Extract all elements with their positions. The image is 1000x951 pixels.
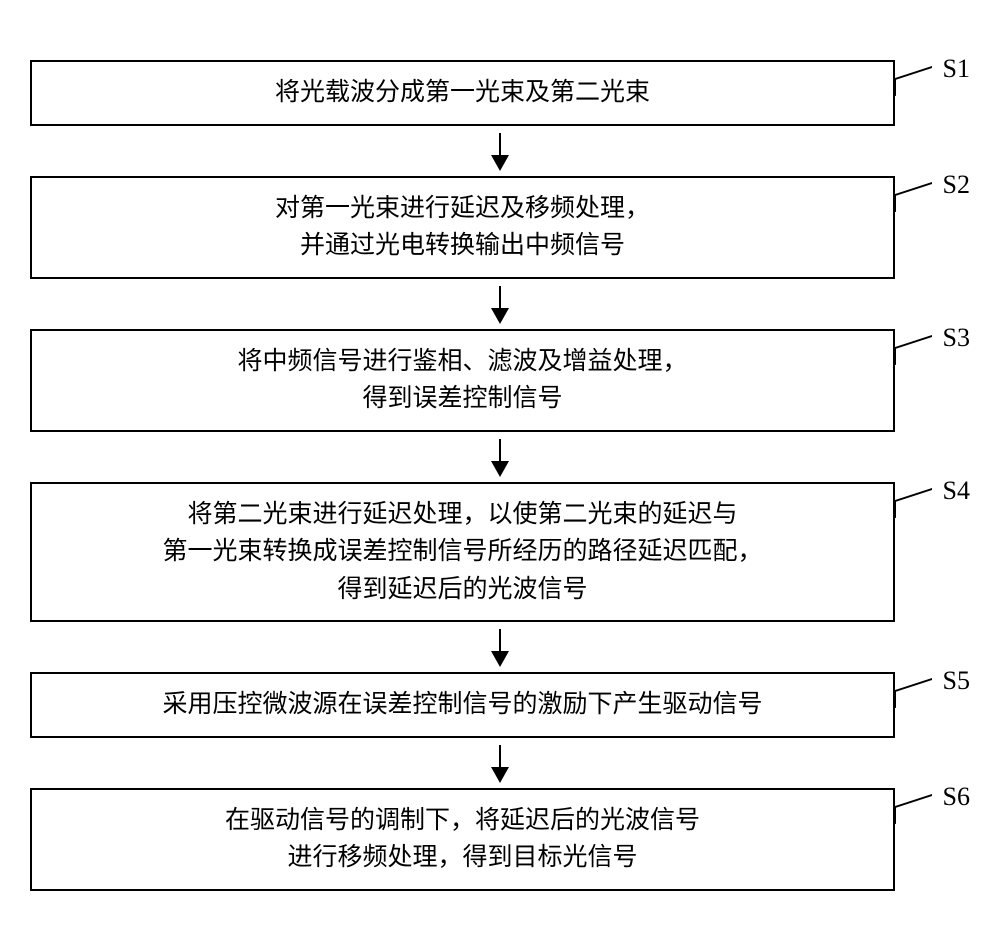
arrow-s1-s2: [68, 126, 933, 176]
step-box-s5: 采用压控微波源在误差控制信号的激励下产生驱动信号: [30, 672, 895, 738]
arrow-icon: [499, 439, 502, 475]
step-text: 得到误差控制信号: [362, 380, 562, 418]
step-label-s6: S6: [943, 782, 970, 812]
step-row-s2: 对第一光束进行延迟及移频处理， 并通过光电转换输出中频信号 S2: [30, 176, 970, 279]
step-box-s3: 将中频信号进行鉴相、滤波及增益处理， 得到误差控制信号: [30, 329, 895, 432]
step-row-s3: 将中频信号进行鉴相、滤波及增益处理， 得到误差控制信号 S3: [30, 329, 970, 432]
leader-line: [894, 66, 932, 96]
step-label-s3: S3: [943, 323, 970, 353]
step-box-s1: 将光载波分成第一光束及第二光束: [30, 60, 895, 126]
step-text: 进行移频处理，得到目标光信号: [287, 839, 637, 877]
step-row-s6: 在驱动信号的调制下，将延迟后的光波信号 进行移频处理，得到目标光信号 S6: [30, 788, 970, 891]
step-text: 将中频信号进行鉴相、滤波及增益处理，: [237, 343, 687, 381]
arrow-icon: [499, 133, 502, 169]
step-row-s4: 将第二光束进行延迟处理，以使第二光束的延迟与 第一光束转换成误差控制信号所经历的…: [30, 482, 970, 623]
arrow-s5-s6: [68, 738, 933, 788]
step-label-s4: S4: [943, 476, 970, 506]
arrow-s4-s5: [68, 622, 933, 672]
leader-line: [894, 794, 932, 824]
leader-line: [894, 488, 932, 518]
step-text: 对第一光束进行延迟及移频处理，: [275, 190, 650, 228]
arrow-icon: [499, 286, 502, 322]
flowchart-container: 将光载波分成第一光束及第二光束 S1 对第一光束进行延迟及移频处理， 并通过光电…: [30, 60, 970, 891]
arrow-s2-s3: [68, 279, 933, 329]
arrow-icon: [499, 629, 502, 665]
step-text: 采用压控微波源在误差控制信号的激励下产生驱动信号: [162, 686, 762, 724]
step-text: 并通过光电转换输出中频信号: [300, 227, 625, 265]
step-box-s4: 将第二光束进行延迟处理，以使第二光束的延迟与 第一光束转换成误差控制信号所经历的…: [30, 482, 895, 623]
step-text: 得到延迟后的光波信号: [337, 571, 587, 609]
step-label-s2: S2: [943, 170, 970, 200]
step-row-s5: 采用压控微波源在误差控制信号的激励下产生驱动信号 S5: [30, 672, 970, 738]
leader-line: [894, 678, 932, 708]
step-label-s5: S5: [943, 666, 970, 696]
arrow-s3-s4: [68, 432, 933, 482]
leader-line: [894, 335, 932, 365]
step-text: 将第二光束进行延迟处理，以使第二光束的延迟与: [187, 496, 737, 534]
step-box-s6: 在驱动信号的调制下，将延迟后的光波信号 进行移频处理，得到目标光信号: [30, 788, 895, 891]
arrow-icon: [499, 745, 502, 781]
step-text: 将光载波分成第一光束及第二光束: [275, 74, 650, 112]
step-label-s1: S1: [943, 54, 970, 84]
leader-line: [894, 182, 932, 212]
step-row-s1: 将光载波分成第一光束及第二光束 S1: [30, 60, 970, 126]
step-box-s2: 对第一光束进行延迟及移频处理， 并通过光电转换输出中频信号: [30, 176, 895, 279]
step-text: 在驱动信号的调制下，将延迟后的光波信号: [225, 802, 700, 840]
step-text: 第一光束转换成误差控制信号所经历的路径延迟匹配，: [162, 533, 762, 571]
